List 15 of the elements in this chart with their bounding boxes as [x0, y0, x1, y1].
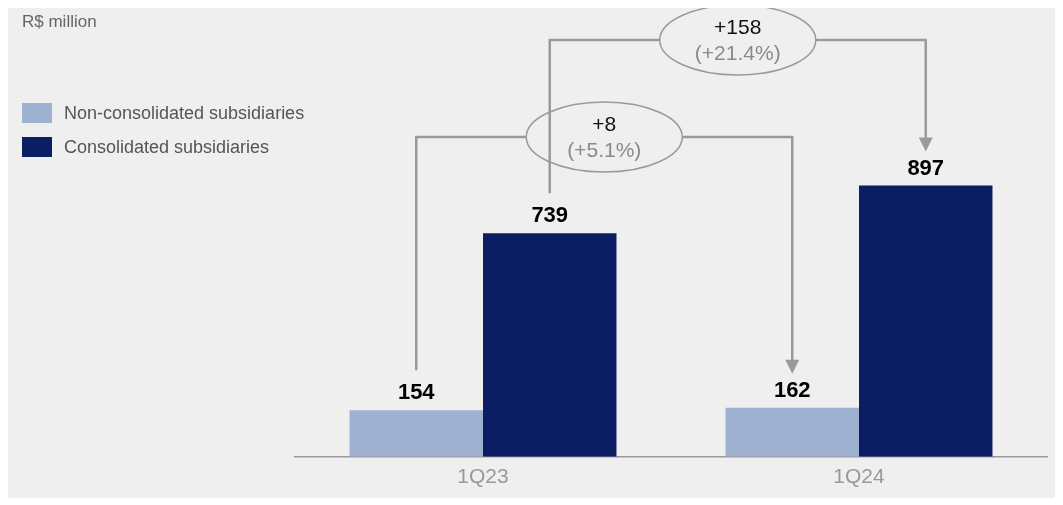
bar — [349, 410, 483, 457]
legend-label: Consolidated subsidiaries — [64, 136, 270, 158]
data-label: 739 — [531, 202, 569, 228]
text: +158 (+21.4%) — [694, 14, 781, 64]
data-label: 162 — [773, 376, 811, 402]
data-label: 897 — [907, 154, 945, 180]
text: +8 (+5.1%) — [567, 111, 642, 161]
data-label: 154 — [397, 379, 436, 405]
text: R$ million — [22, 12, 97, 32]
x-tick-label: 1Q23 — [457, 464, 509, 488]
bar — [483, 233, 617, 457]
bar — [859, 185, 993, 457]
bar — [725, 407, 859, 457]
legend-label: Non-consolidated subsidiaries — [64, 102, 305, 124]
x-tick-label: 1Q24 — [833, 464, 886, 488]
